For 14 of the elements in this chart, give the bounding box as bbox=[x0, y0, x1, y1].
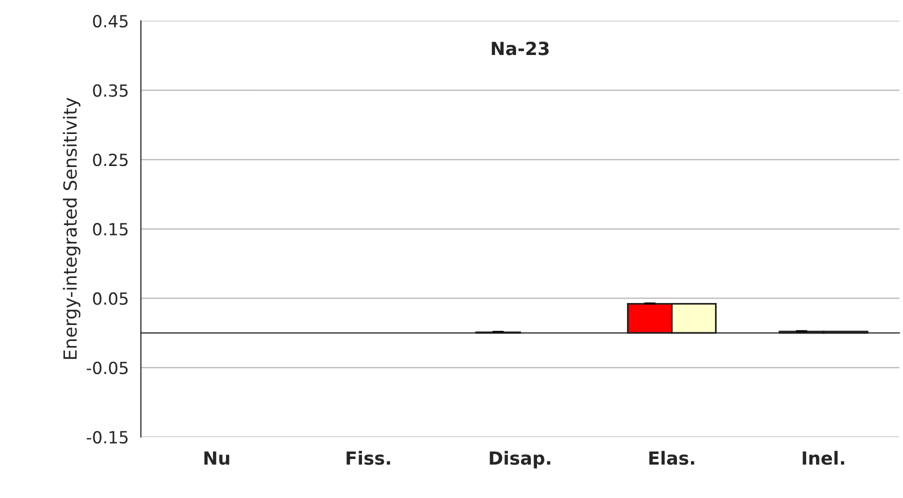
y-tick-label: 0.15 bbox=[93, 222, 128, 236]
y-tick-label: 0.35 bbox=[93, 84, 128, 97]
y-axis-title: Energy-integrated Sensitivity bbox=[62, 98, 80, 359]
x-tick-label: Nu bbox=[204, 451, 230, 465]
x-tick-label: Fiss. bbox=[346, 450, 390, 465]
y-tick-label: -0.15 bbox=[86, 430, 128, 444]
x-tick-label: Elas. bbox=[649, 450, 694, 465]
x-tick-label: Inel. bbox=[802, 450, 844, 465]
y-tick-label: 0.25 bbox=[93, 154, 128, 166]
y-tick-label: 0.45 bbox=[93, 14, 128, 28]
y-tick-label: 0.05 bbox=[93, 292, 128, 305]
y-tick-label: -0.05 bbox=[86, 362, 128, 374]
x-tick-label: Disap. bbox=[490, 450, 550, 468]
text: Na-23 bbox=[492, 42, 549, 56]
